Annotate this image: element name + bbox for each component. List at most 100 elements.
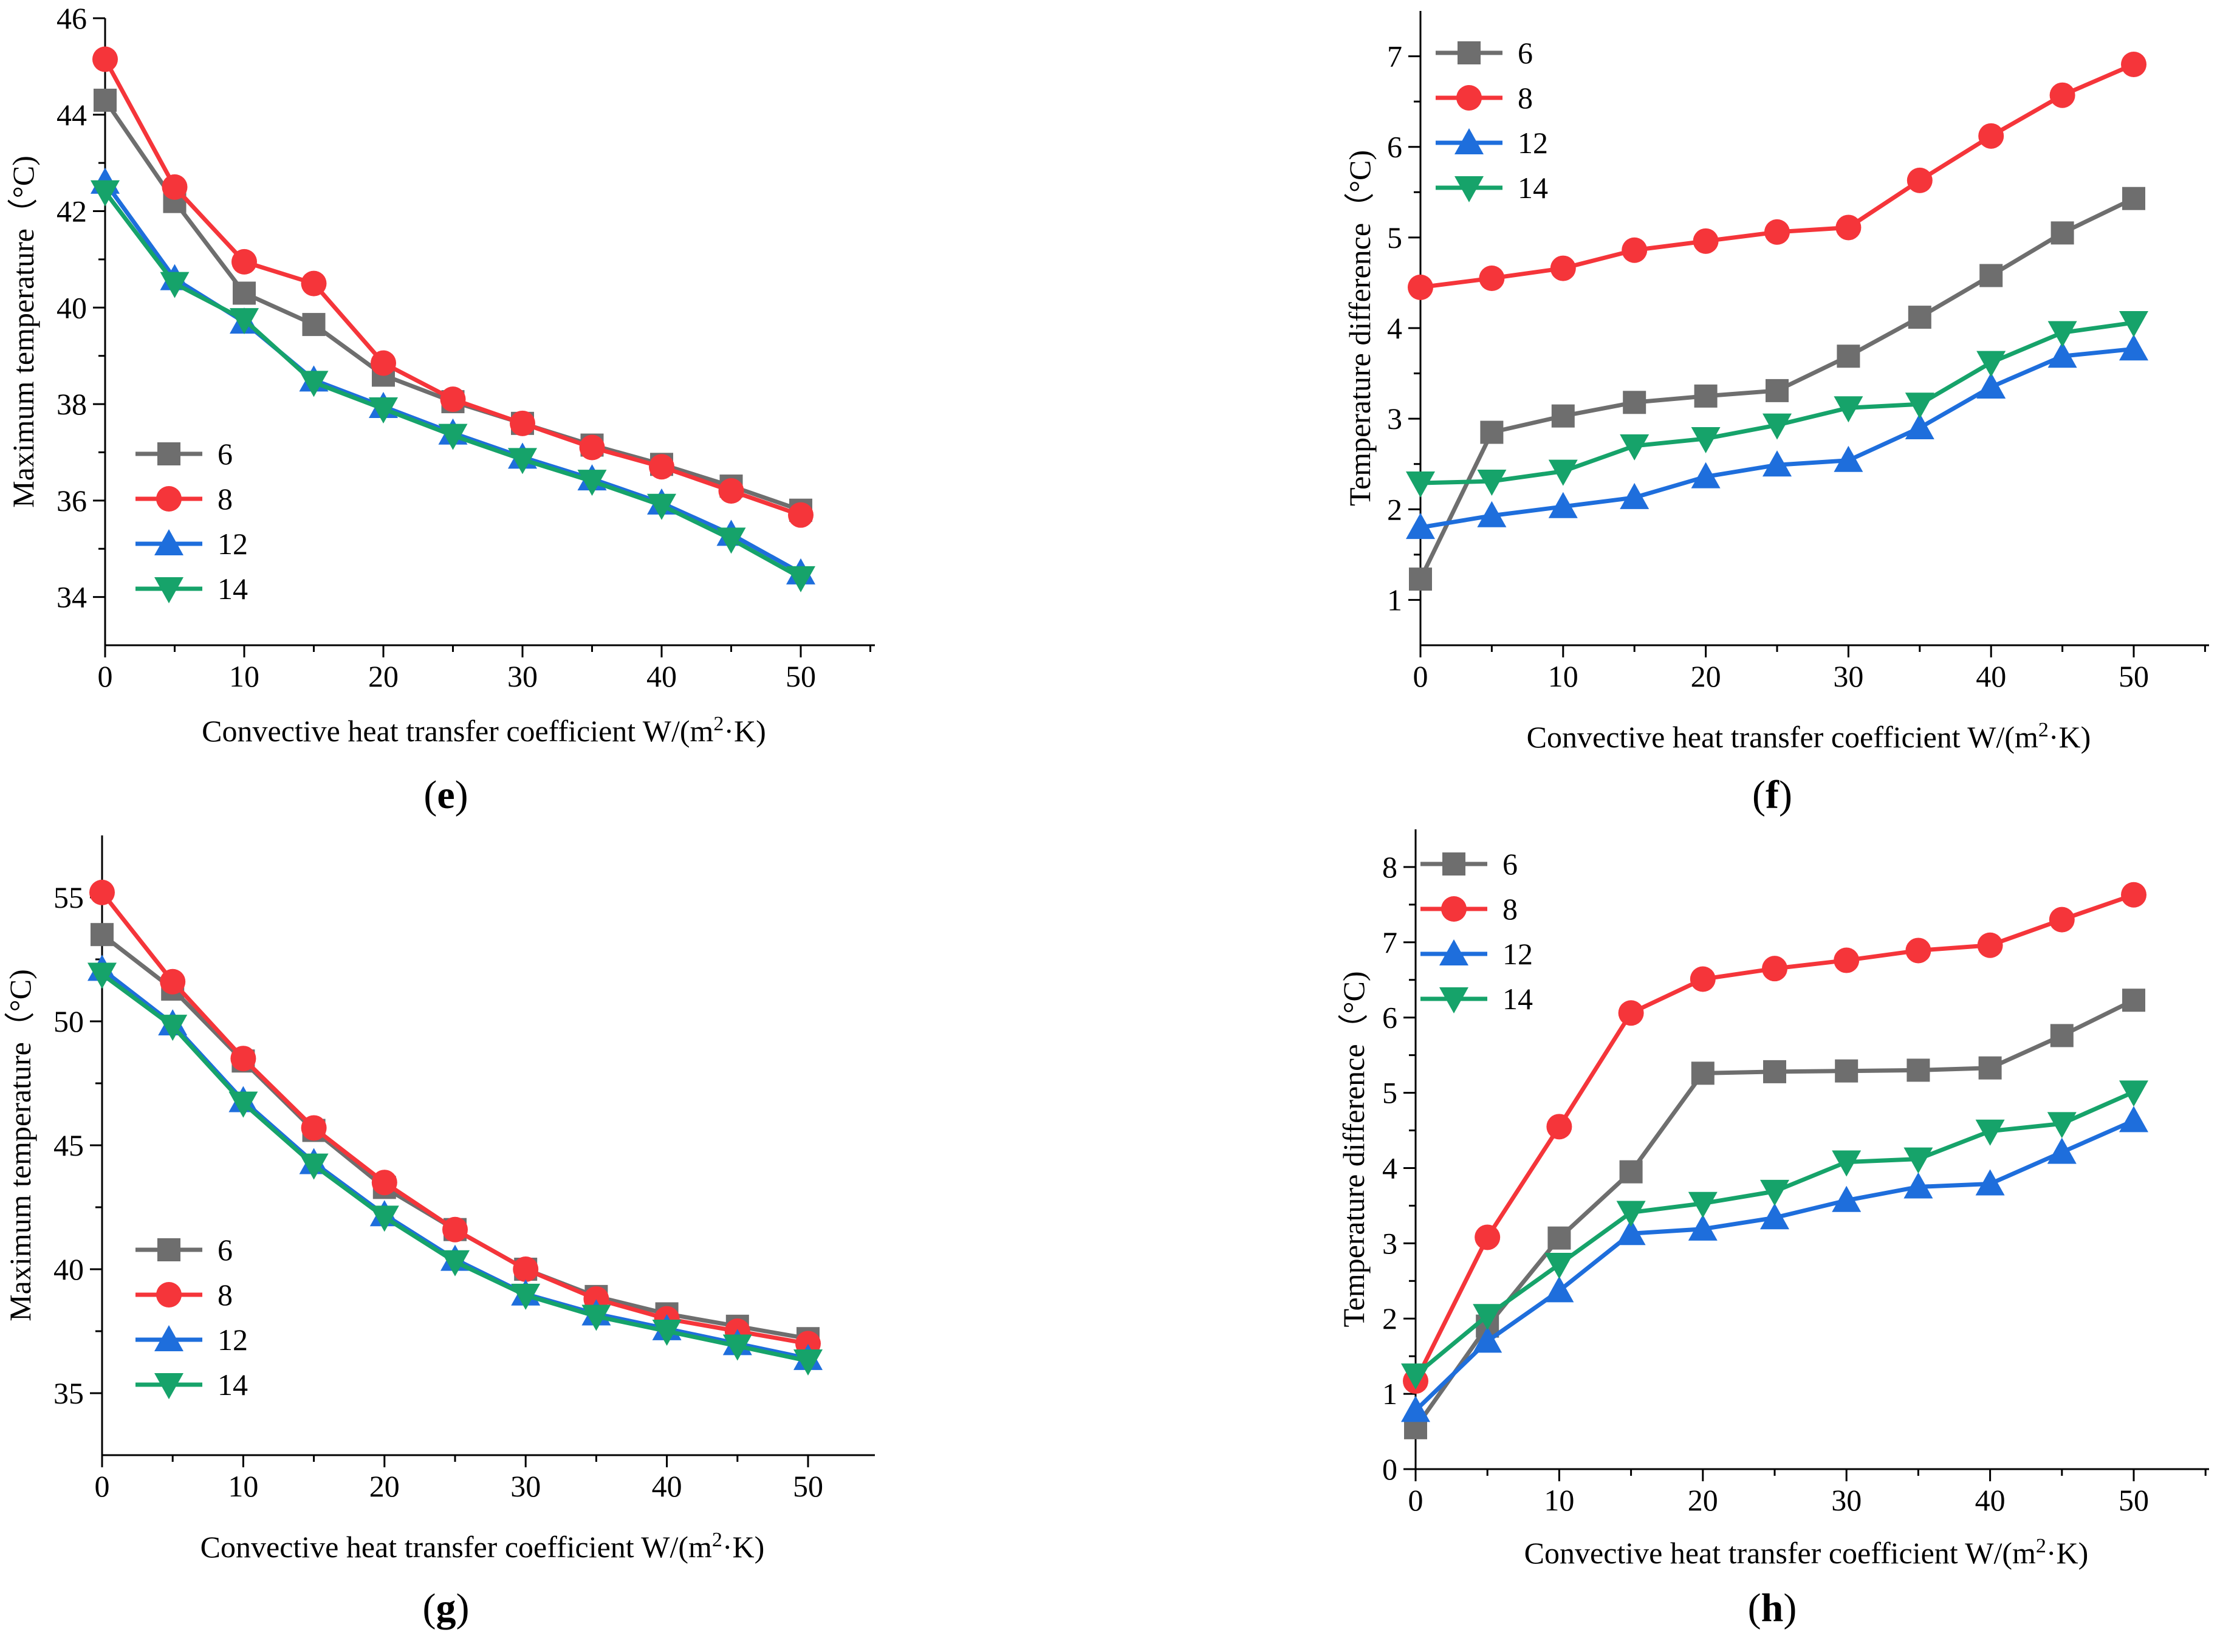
legend-label-8: 8	[1502, 892, 1518, 926]
panel-label: (h)	[1748, 1586, 1797, 1630]
data-point-12	[2119, 1106, 2148, 1133]
legend-marker-12	[1454, 128, 1484, 154]
series-6	[94, 88, 812, 522]
data-point-14	[1691, 427, 1721, 453]
data-point-8	[371, 1170, 397, 1196]
data-point-6	[1766, 379, 1789, 402]
legend: 6 8 12 14	[135, 1233, 248, 1402]
data-point-6	[233, 281, 256, 305]
legend-marker-8	[1441, 896, 1467, 922]
data-point-14	[1976, 351, 2006, 377]
data-point-8	[2121, 51, 2146, 77]
x-tick-label: 10	[1544, 1483, 1574, 1517]
x-axis-label: Convective heat transfer coefficient W/(…	[1524, 1535, 2089, 1571]
x-tick-label: 20	[1691, 659, 1721, 693]
y-tick-label: 55	[53, 880, 84, 914]
data-point-14	[1760, 1179, 1789, 1206]
data-point-14	[647, 493, 676, 520]
data-point-8	[1905, 937, 1931, 964]
series-8	[92, 46, 814, 528]
data-point-14	[2047, 321, 2077, 348]
data-point-6	[91, 923, 114, 947]
data-point-14	[160, 272, 190, 298]
data-point-14	[1544, 1253, 1574, 1280]
x-tick-label: 30	[1833, 659, 1863, 693]
legend-label-6: 6	[218, 1233, 233, 1267]
data-point-14	[91, 180, 120, 207]
data-point-12	[1616, 1219, 1646, 1246]
legend-marker-6	[157, 1238, 180, 1261]
legend-marker-6	[1442, 852, 1465, 876]
data-point-8	[2049, 907, 2075, 933]
y-tick-label: 5	[1382, 1076, 1397, 1110]
data-point-14	[299, 371, 329, 397]
panel-label: (g)	[423, 1586, 470, 1630]
data-point-12	[1760, 1203, 1789, 1230]
data-point-8	[1550, 255, 1576, 281]
data-point-12	[2119, 334, 2148, 361]
data-point-6	[1694, 384, 1718, 408]
data-point-14	[1688, 1191, 1718, 1218]
legend-label-8: 8	[218, 1278, 233, 1312]
series-8	[1408, 51, 2146, 300]
data-point-14	[1616, 1201, 1646, 1227]
data-point-8	[2049, 82, 2075, 108]
data-point-14	[369, 397, 398, 424]
data-point-6	[1835, 1059, 1859, 1083]
data-point-6	[1409, 567, 1432, 591]
data-point-14	[1834, 396, 1863, 423]
panel-label: (f)	[1752, 773, 1792, 817]
x-tick-label: 0	[1408, 1483, 1423, 1517]
data-point-12	[1834, 445, 1863, 472]
series-12	[1406, 334, 2148, 540]
legend-marker-14	[1454, 176, 1484, 202]
y-tick-label: 4	[1387, 311, 1402, 345]
data-point-6	[1907, 1058, 1930, 1082]
data-point-12	[1473, 1326, 1502, 1353]
data-point-8	[89, 879, 115, 905]
series-line-6	[100, 933, 809, 1341]
data-point-14	[581, 1304, 611, 1331]
y-tick-label: 6	[1387, 130, 1402, 164]
data-point-8	[579, 434, 605, 461]
data-point-8	[1479, 265, 1505, 291]
data-point-6	[1691, 1061, 1715, 1085]
data-point-6	[302, 313, 326, 337]
data-point-6	[1547, 1226, 1571, 1250]
legend: 6 8 12 14	[1420, 847, 1533, 1016]
data-point-12	[1688, 1214, 1718, 1241]
data-point-8	[1408, 274, 1433, 300]
data-point-8	[301, 270, 327, 296]
series-14	[91, 180, 815, 592]
data-point-14	[440, 1250, 470, 1277]
data-point-6	[2122, 187, 2145, 210]
legend-label-12: 12	[218, 1323, 248, 1357]
data-point-14	[228, 1091, 258, 1118]
x-tick-label: 0	[95, 1469, 110, 1503]
legend-label-6: 6	[218, 437, 233, 471]
legend-label-12: 12	[1502, 937, 1533, 971]
data-point-8	[442, 1216, 468, 1242]
data-point-14	[2119, 311, 2148, 338]
data-point-14	[1473, 1304, 1502, 1331]
data-point-14	[577, 470, 607, 496]
y-tick-label: 34	[57, 580, 87, 614]
y-tick-label: 5	[1387, 221, 1402, 255]
y-tick-label: 40	[53, 1252, 84, 1286]
data-point-8	[649, 454, 674, 480]
data-point-14	[716, 527, 746, 554]
y-axis-label: Temperature difference（°C)	[1343, 150, 1377, 506]
data-point-14	[2047, 1112, 2077, 1139]
y-tick-label: 40	[57, 290, 87, 324]
data-point-6	[2050, 221, 2074, 245]
series-6	[1404, 989, 2145, 1439]
series-14	[87, 962, 823, 1376]
legend-label-8: 8	[218, 482, 233, 516]
data-point-8	[513, 1256, 539, 1282]
series-12	[1401, 1106, 2148, 1422]
data-point-14	[652, 1320, 682, 1346]
data-point-14	[1903, 1147, 1933, 1174]
x-tick-label: 0	[98, 659, 113, 693]
x-tick-label: 40	[646, 659, 677, 693]
y-tick-label: 35	[53, 1376, 84, 1410]
